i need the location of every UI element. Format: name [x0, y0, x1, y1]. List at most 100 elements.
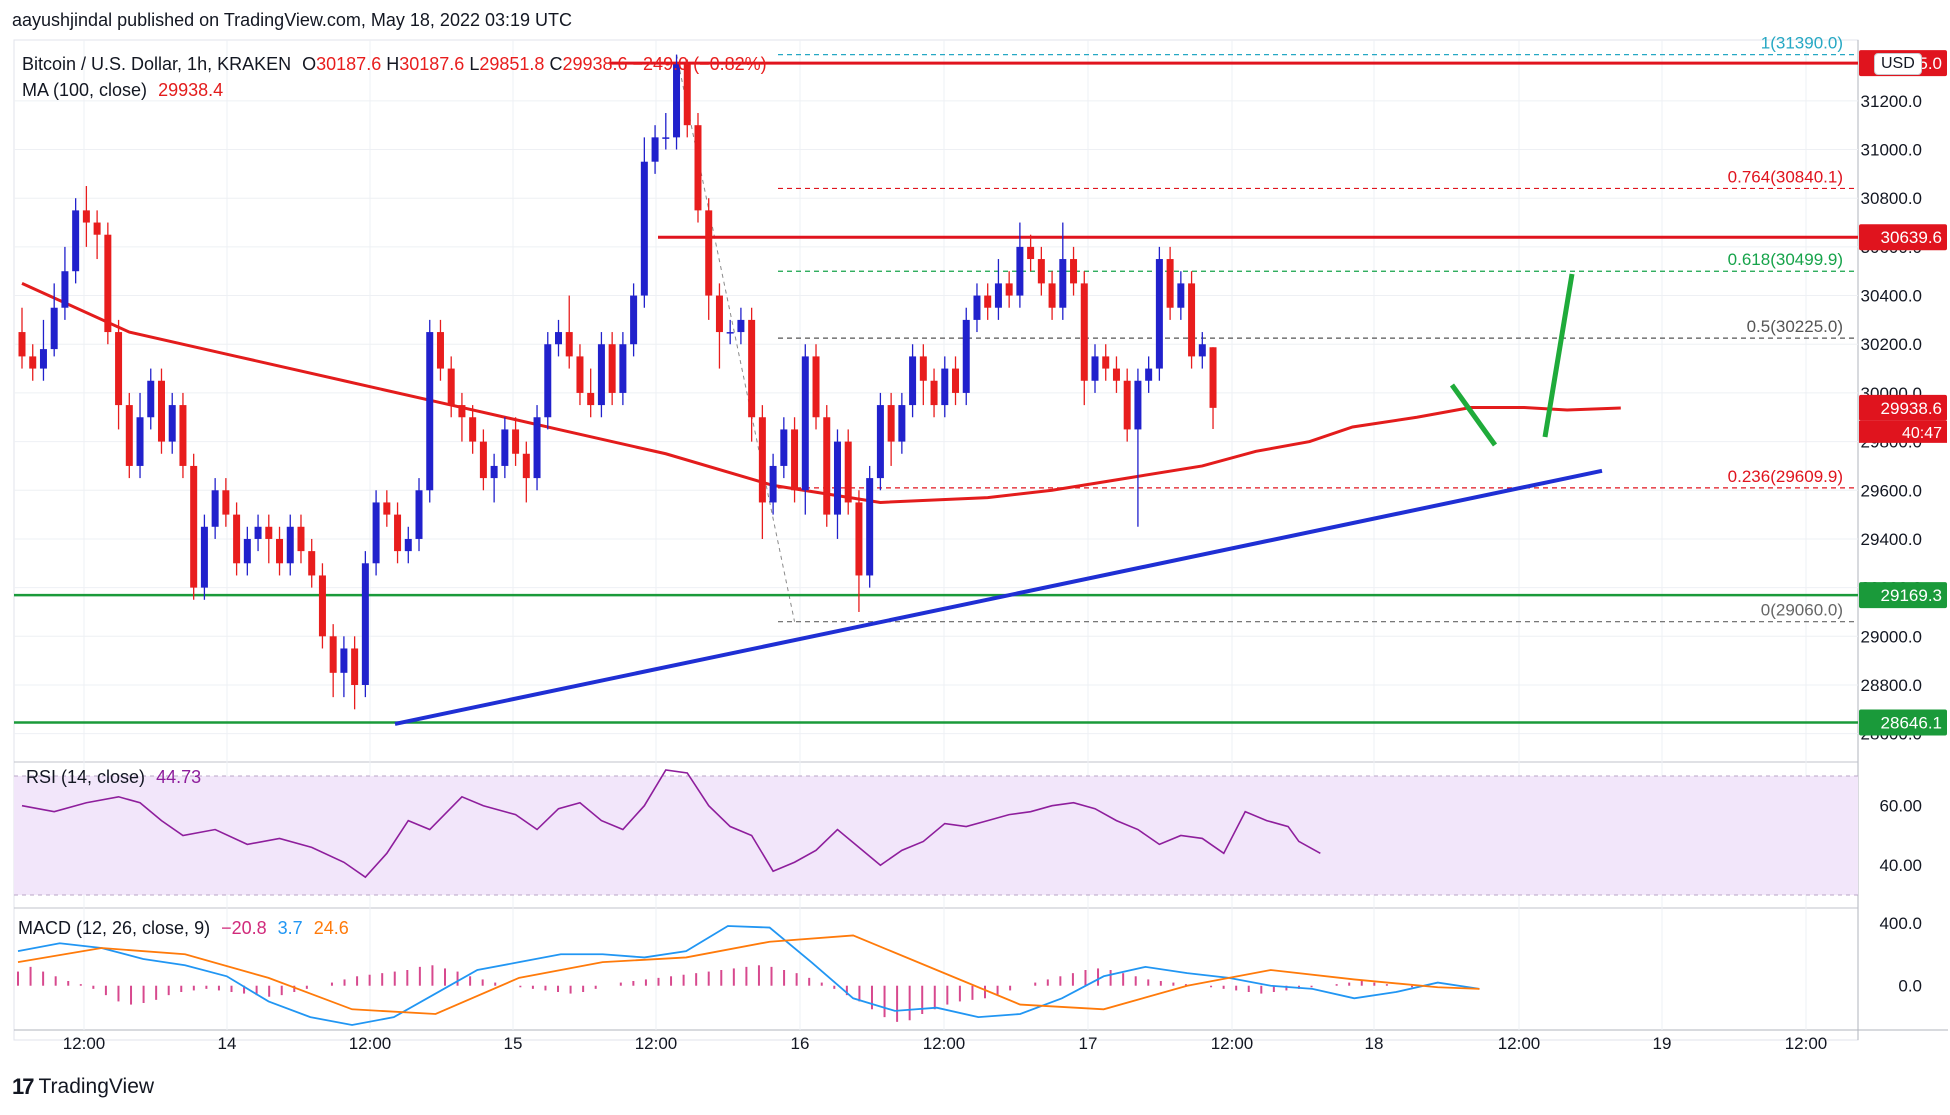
candle-body [683, 64, 691, 126]
macd-line [17, 925, 1480, 1026]
candle-body [565, 332, 573, 357]
support-1-tag: 29169.3 [1881, 586, 1942, 605]
open-value: 30187.6 [316, 54, 382, 74]
candle-body [833, 441, 841, 515]
support-2-tag-bg [1859, 709, 1947, 736]
candle-body [1145, 368, 1153, 381]
x-tick-label: 12:00 [923, 1034, 966, 1053]
candle-body [973, 295, 981, 320]
candle-body [844, 441, 852, 503]
candle-body [1177, 283, 1185, 308]
candle-body [619, 344, 627, 393]
y-tick-label: 29400.0 [1861, 530, 1922, 549]
projection-down-stroke [1449, 383, 1498, 447]
fib-label: 0(29060.0) [1761, 601, 1843, 620]
x-tick-label: 12:00 [1211, 1034, 1254, 1053]
candle-body [780, 429, 788, 466]
support-2-tag: 28646.1 [1881, 713, 1942, 732]
last-price-tag-countdown: 40:47 [1902, 425, 1942, 442]
candle-body [855, 502, 863, 576]
candle-body [93, 222, 101, 235]
candle-body [447, 368, 455, 406]
candle-body [630, 295, 638, 345]
fib-label: 1(31390.0) [1761, 34, 1843, 53]
macd-legend: MACD (12, 26, close, 9) −20.8 3.7 24.6 [18, 918, 349, 939]
y-tick-label: 30800.0 [1861, 189, 1922, 208]
candle-body [136, 417, 144, 466]
resistance-2-tag-bg [1859, 224, 1947, 251]
currency-badge[interactable]: USD [1874, 53, 1922, 75]
y-tick-label: 30200.0 [1861, 335, 1922, 354]
candle-body [179, 405, 187, 466]
last-price-tag-bg [1859, 394, 1947, 421]
candle-body [394, 514, 402, 552]
candle-body [1155, 259, 1163, 369]
candle-body [705, 210, 713, 296]
candle-body [436, 332, 444, 369]
candle-body [404, 538, 412, 552]
candle-body [823, 417, 831, 515]
rsi-band [14, 775, 1858, 895]
candle-body [597, 344, 605, 406]
candle-body [941, 368, 949, 406]
candle-body [190, 465, 198, 588]
candle-body [458, 405, 466, 418]
y-tick-label: 31000.0 [1861, 141, 1922, 160]
candle-body [501, 429, 509, 466]
candle-body [812, 356, 820, 418]
candle-body [372, 502, 380, 564]
y-tick-label: 31200.0 [1861, 92, 1922, 111]
x-tick-label: 17 [1079, 1034, 1098, 1053]
candle-body [82, 210, 90, 223]
last-price-tag: 29938.6 [1881, 399, 1942, 418]
candle-body [361, 563, 369, 685]
candle-body [233, 514, 241, 564]
candle-body [1112, 368, 1120, 381]
x-tick-label: 16 [791, 1034, 810, 1053]
symbol-name: Bitcoin / U.S. Dollar, 1h, KRAKEN [22, 54, 292, 74]
candle-body [1027, 246, 1035, 260]
fib-label: 0.764(30840.1) [1728, 167, 1843, 186]
ma-value: 29938.4 [158, 80, 224, 100]
resistance-2-tag: 30639.6 [1881, 228, 1942, 247]
low-label: L [469, 54, 480, 74]
candle-body [200, 526, 208, 588]
candle-body [930, 380, 938, 406]
x-tick-label: 12:00 [1785, 1034, 1828, 1053]
candle-body [662, 137, 670, 139]
candle-body [651, 137, 659, 162]
x-tick-label: 14 [218, 1034, 237, 1053]
candle-body [1037, 259, 1045, 284]
x-tick-label: 12:00 [635, 1034, 678, 1053]
rsi-tick-label: 60.00 [1879, 797, 1922, 816]
y-tick-label: 28800.0 [1861, 676, 1922, 695]
macd-value: −20.8 [221, 918, 267, 938]
close-value: 29938.6 [562, 54, 628, 74]
candle-body [383, 502, 391, 515]
fib-label: 0.618(30499.9) [1728, 250, 1843, 269]
tradingview-logo[interactable]: 17 TradingView [12, 1074, 154, 1100]
candle-body [994, 283, 1002, 308]
candle-body [168, 405, 176, 442]
x-tick-label: 15 [504, 1034, 523, 1053]
candle-body [694, 125, 702, 211]
macd-label: MACD (12, 26, close, 9) [18, 918, 211, 938]
candle-body [555, 332, 562, 345]
last-price-tag-countdown-bg [1859, 420, 1947, 443]
tradingview-logo-icon: 17 [12, 1074, 35, 1099]
candle-body [1016, 246, 1024, 296]
candle-body [587, 392, 595, 406]
candle-body [726, 332, 734, 334]
support-1-tag-bg [1859, 582, 1947, 609]
candle-body [318, 575, 326, 637]
macd-tick-label: 0.0 [1898, 977, 1922, 996]
x-tick-label: 12:00 [63, 1034, 106, 1053]
candle-body [415, 490, 423, 539]
candle-body [533, 417, 541, 479]
low-value: 29851.8 [479, 54, 545, 74]
candle-body [147, 380, 155, 418]
ma-legend: MA (100, close) 29938.4 [22, 80, 223, 101]
y-tick-label: 29600.0 [1861, 481, 1922, 500]
symbol-legend: Bitcoin / U.S. Dollar, 1h, KRAKEN O30187… [22, 54, 767, 75]
